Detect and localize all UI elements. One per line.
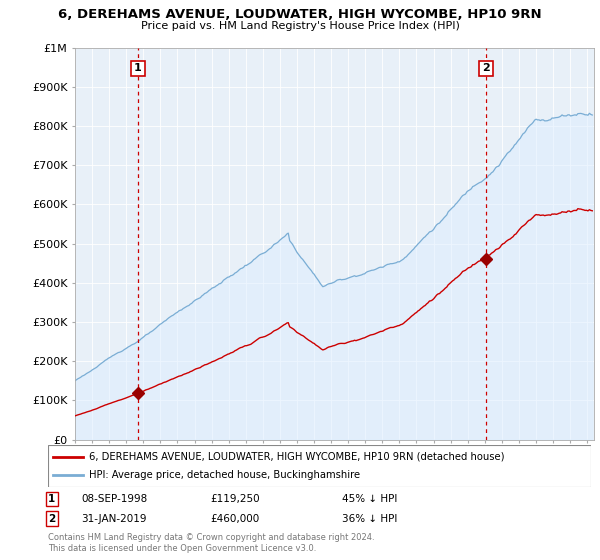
Text: 6, DEREHAMS AVENUE, LOUDWATER, HIGH WYCOMBE, HP10 9RN: 6, DEREHAMS AVENUE, LOUDWATER, HIGH WYCO… (58, 8, 542, 21)
Text: 08-SEP-1998: 08-SEP-1998 (81, 494, 147, 504)
Text: 36% ↓ HPI: 36% ↓ HPI (342, 514, 397, 524)
Text: £460,000: £460,000 (210, 514, 259, 524)
Text: Contains HM Land Registry data © Crown copyright and database right 2024.
This d: Contains HM Land Registry data © Crown c… (48, 533, 374, 553)
Text: 6, DEREHAMS AVENUE, LOUDWATER, HIGH WYCOMBE, HP10 9RN (detached house): 6, DEREHAMS AVENUE, LOUDWATER, HIGH WYCO… (89, 452, 504, 462)
Text: 1: 1 (48, 494, 55, 504)
FancyBboxPatch shape (48, 445, 591, 487)
Text: 2: 2 (482, 63, 490, 73)
Text: £119,250: £119,250 (210, 494, 260, 504)
Text: 31-JAN-2019: 31-JAN-2019 (81, 514, 146, 524)
Text: HPI: Average price, detached house, Buckinghamshire: HPI: Average price, detached house, Buck… (89, 470, 360, 480)
Text: 45% ↓ HPI: 45% ↓ HPI (342, 494, 397, 504)
Text: 2: 2 (48, 514, 55, 524)
Text: Price paid vs. HM Land Registry's House Price Index (HPI): Price paid vs. HM Land Registry's House … (140, 21, 460, 31)
Text: 1: 1 (134, 63, 142, 73)
